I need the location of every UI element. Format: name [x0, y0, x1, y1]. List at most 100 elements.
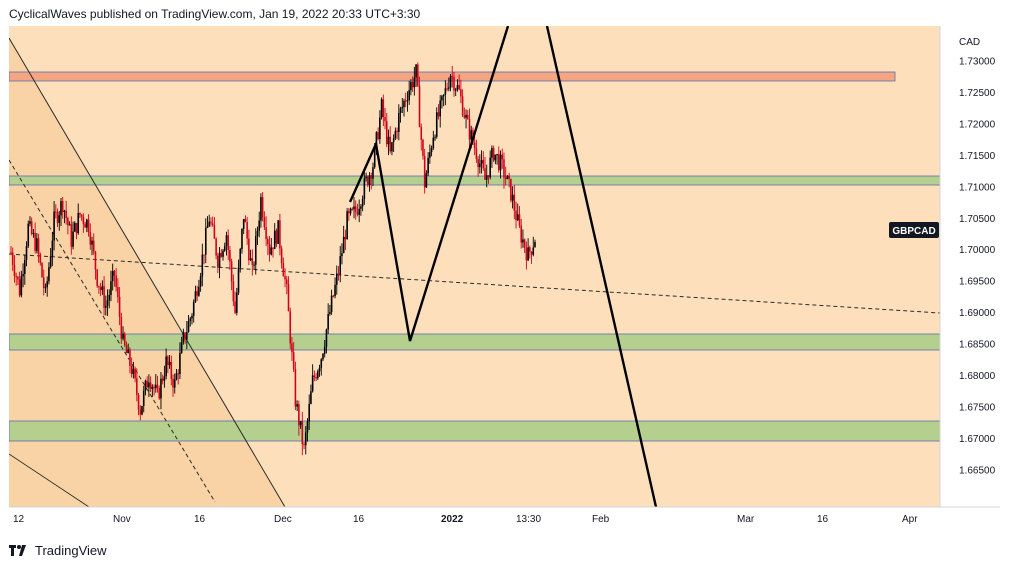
candle-body [360, 206, 362, 209]
candle-body [439, 100, 441, 117]
candle-body [249, 258, 252, 261]
candle-body [191, 315, 193, 319]
candle-body [91, 240, 93, 245]
candle-body [105, 305, 107, 308]
candle-body [32, 233, 35, 235]
candle-body [404, 100, 407, 102]
candle-body [63, 210, 66, 212]
candle-body [70, 224, 73, 247]
candle-body [175, 373, 178, 380]
y-tick-label: 1.69500 [959, 277, 996, 288]
candle-body [344, 236, 347, 240]
y-tick-label: 1.68500 [959, 340, 996, 351]
y-tick-label: 1.73000 [959, 57, 996, 68]
candle-body [94, 251, 97, 270]
price-chart[interactable]: CAD 1.730001.725001.720001.715001.710001… [8, 25, 1000, 537]
candle-body [68, 224, 71, 226]
candle-body [120, 316, 123, 339]
candle-body [172, 378, 174, 388]
candle-body [432, 137, 435, 149]
candle-body [380, 99, 383, 118]
candle-body [323, 346, 326, 354]
candle-body [479, 163, 481, 168]
candle-body [236, 292, 238, 313]
candle-body [303, 444, 305, 446]
candle-body [220, 252, 223, 257]
candle-body [20, 276, 23, 296]
candle-body [15, 275, 17, 277]
candle-body [75, 223, 78, 234]
candle-body [441, 96, 443, 101]
candle-body [504, 177, 507, 179]
candle-body [448, 87, 450, 89]
candle-body [429, 152, 431, 158]
price-axis[interactable] [940, 26, 1000, 507]
candle-body [244, 218, 247, 223]
x-tick-label: 2022 [441, 514, 464, 525]
candle-body [361, 199, 364, 207]
candle-body [477, 159, 479, 168]
candle-body [520, 225, 523, 243]
x-tick-label: 12 [13, 514, 25, 525]
x-tick-label: 16 [353, 514, 365, 525]
candle-body [55, 211, 57, 213]
candle-body [184, 332, 186, 340]
candle-body [229, 250, 231, 262]
y-tick-label: 1.66500 [959, 465, 996, 476]
tradingview-footer[interactable]: TradingView [9, 541, 107, 559]
candle-body [77, 213, 80, 234]
candle-body [335, 273, 338, 285]
y-tick-label: 1.71500 [959, 151, 996, 162]
candle-body [192, 301, 195, 316]
candle-body [248, 238, 250, 261]
candle-body [301, 421, 304, 445]
candle-body [239, 249, 242, 268]
candle-body [84, 223, 86, 228]
y-tick-label: 1.72500 [959, 88, 996, 99]
candle-body [227, 235, 229, 251]
candle-body [348, 211, 350, 214]
candle-body [442, 94, 445, 97]
candle-body [410, 82, 412, 91]
x-tick-label: 16 [194, 514, 206, 525]
candle-body [329, 312, 331, 315]
candle-body [284, 276, 286, 280]
candle-body [146, 380, 148, 388]
candle-body [506, 175, 509, 179]
candle-body [382, 99, 385, 117]
candle-body [18, 279, 21, 296]
x-tick-label: Nov [113, 514, 131, 525]
candle-body [46, 281, 48, 288]
candle-body [425, 173, 428, 188]
candle-body [222, 250, 224, 257]
candle-body [108, 294, 111, 301]
candle-body [208, 221, 211, 227]
candle-body [399, 108, 402, 113]
candle-body [161, 378, 164, 381]
candle-body [65, 210, 67, 219]
candle-body [96, 269, 98, 286]
channel-lower-line [8, 453, 90, 508]
candle-body [351, 208, 354, 210]
candle-body [270, 247, 273, 255]
candle-body [384, 116, 386, 122]
y-tick-label: 1.67000 [959, 434, 996, 445]
candle-body [456, 85, 459, 90]
candle-body [17, 276, 19, 280]
candle-body [156, 384, 159, 388]
channel-upper-line [8, 37, 286, 508]
chart-container[interactable]: CAD 1.73000 1.72500 1.72000 1.71500 1.71000 1… [8, 25, 1000, 537]
candle-body [260, 197, 262, 221]
candle-body [268, 244, 271, 255]
candle-body [525, 248, 528, 261]
dashed-trend-line [8, 253, 941, 314]
time-axis[interactable] [9, 507, 1000, 537]
candle-body [41, 263, 43, 278]
candle-body [151, 386, 154, 389]
candle-body [153, 386, 155, 389]
candle-body [315, 376, 317, 379]
candle-body [251, 258, 254, 265]
candle-body [463, 115, 466, 118]
candle-body [516, 214, 519, 221]
candle-body [80, 214, 83, 217]
